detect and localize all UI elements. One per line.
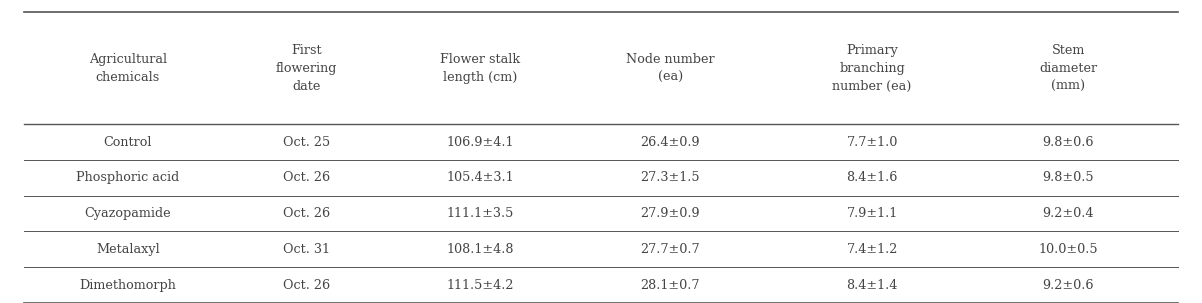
Text: Oct. 26: Oct. 26 bbox=[284, 207, 331, 220]
Text: 27.3±1.5: 27.3±1.5 bbox=[641, 171, 700, 184]
Text: 7.9±1.1: 7.9±1.1 bbox=[846, 207, 898, 220]
Text: 7.7±1.0: 7.7±1.0 bbox=[846, 136, 898, 148]
Text: 10.0±0.5: 10.0±0.5 bbox=[1039, 243, 1099, 256]
Text: 27.9±0.9: 27.9±0.9 bbox=[641, 207, 700, 220]
Text: 7.4±1.2: 7.4±1.2 bbox=[846, 243, 898, 256]
Text: 111.5±4.2: 111.5±4.2 bbox=[446, 279, 513, 291]
Text: 28.1±0.7: 28.1±0.7 bbox=[641, 279, 700, 291]
Text: Oct. 25: Oct. 25 bbox=[284, 136, 331, 148]
Text: 108.1±4.8: 108.1±4.8 bbox=[446, 243, 513, 256]
Text: Agricultural
chemicals: Agricultural chemicals bbox=[89, 53, 167, 84]
Text: 9.2±0.4: 9.2±0.4 bbox=[1042, 207, 1094, 220]
Text: Phosphoric acid: Phosphoric acid bbox=[76, 171, 179, 184]
Text: Metalaxyl: Metalaxyl bbox=[96, 243, 160, 256]
Text: Node number
(ea): Node number (ea) bbox=[626, 53, 714, 84]
Text: Oct. 31: Oct. 31 bbox=[284, 243, 331, 256]
Text: First
flowering
date: First flowering date bbox=[276, 44, 338, 93]
Text: 27.7±0.7: 27.7±0.7 bbox=[641, 243, 700, 256]
Text: Dimethomorph: Dimethomorph bbox=[79, 279, 177, 291]
Text: 105.4±3.1: 105.4±3.1 bbox=[446, 171, 513, 184]
Text: Oct. 26: Oct. 26 bbox=[284, 171, 331, 184]
Text: 9.8±0.5: 9.8±0.5 bbox=[1042, 171, 1094, 184]
Text: 106.9±4.1: 106.9±4.1 bbox=[446, 136, 513, 148]
Text: Primary
branching
number (ea): Primary branching number (ea) bbox=[833, 44, 912, 93]
Text: 26.4±0.9: 26.4±0.9 bbox=[641, 136, 700, 148]
Text: Flower stalk
length (cm): Flower stalk length (cm) bbox=[440, 53, 520, 84]
Text: Oct. 26: Oct. 26 bbox=[284, 279, 331, 291]
Text: 111.1±3.5: 111.1±3.5 bbox=[446, 207, 513, 220]
Text: 8.4±1.6: 8.4±1.6 bbox=[846, 171, 898, 184]
Text: 9.2±0.6: 9.2±0.6 bbox=[1042, 279, 1094, 291]
Text: Stem
diameter
(mm): Stem diameter (mm) bbox=[1040, 44, 1097, 93]
Text: 8.4±1.4: 8.4±1.4 bbox=[846, 279, 898, 291]
Text: Cyazopamide: Cyazopamide bbox=[84, 207, 171, 220]
Text: Control: Control bbox=[103, 136, 153, 148]
Text: 9.8±0.6: 9.8±0.6 bbox=[1042, 136, 1094, 148]
